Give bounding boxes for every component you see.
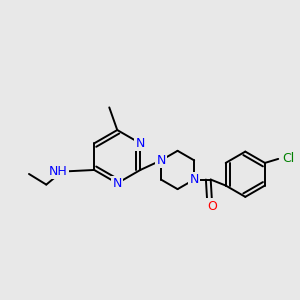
Text: Cl: Cl xyxy=(282,152,295,165)
Text: N: N xyxy=(190,173,199,186)
Text: O: O xyxy=(207,200,217,213)
Text: NH: NH xyxy=(49,165,68,178)
Text: N: N xyxy=(136,137,145,150)
Text: N: N xyxy=(156,154,166,167)
Text: N: N xyxy=(112,177,122,190)
